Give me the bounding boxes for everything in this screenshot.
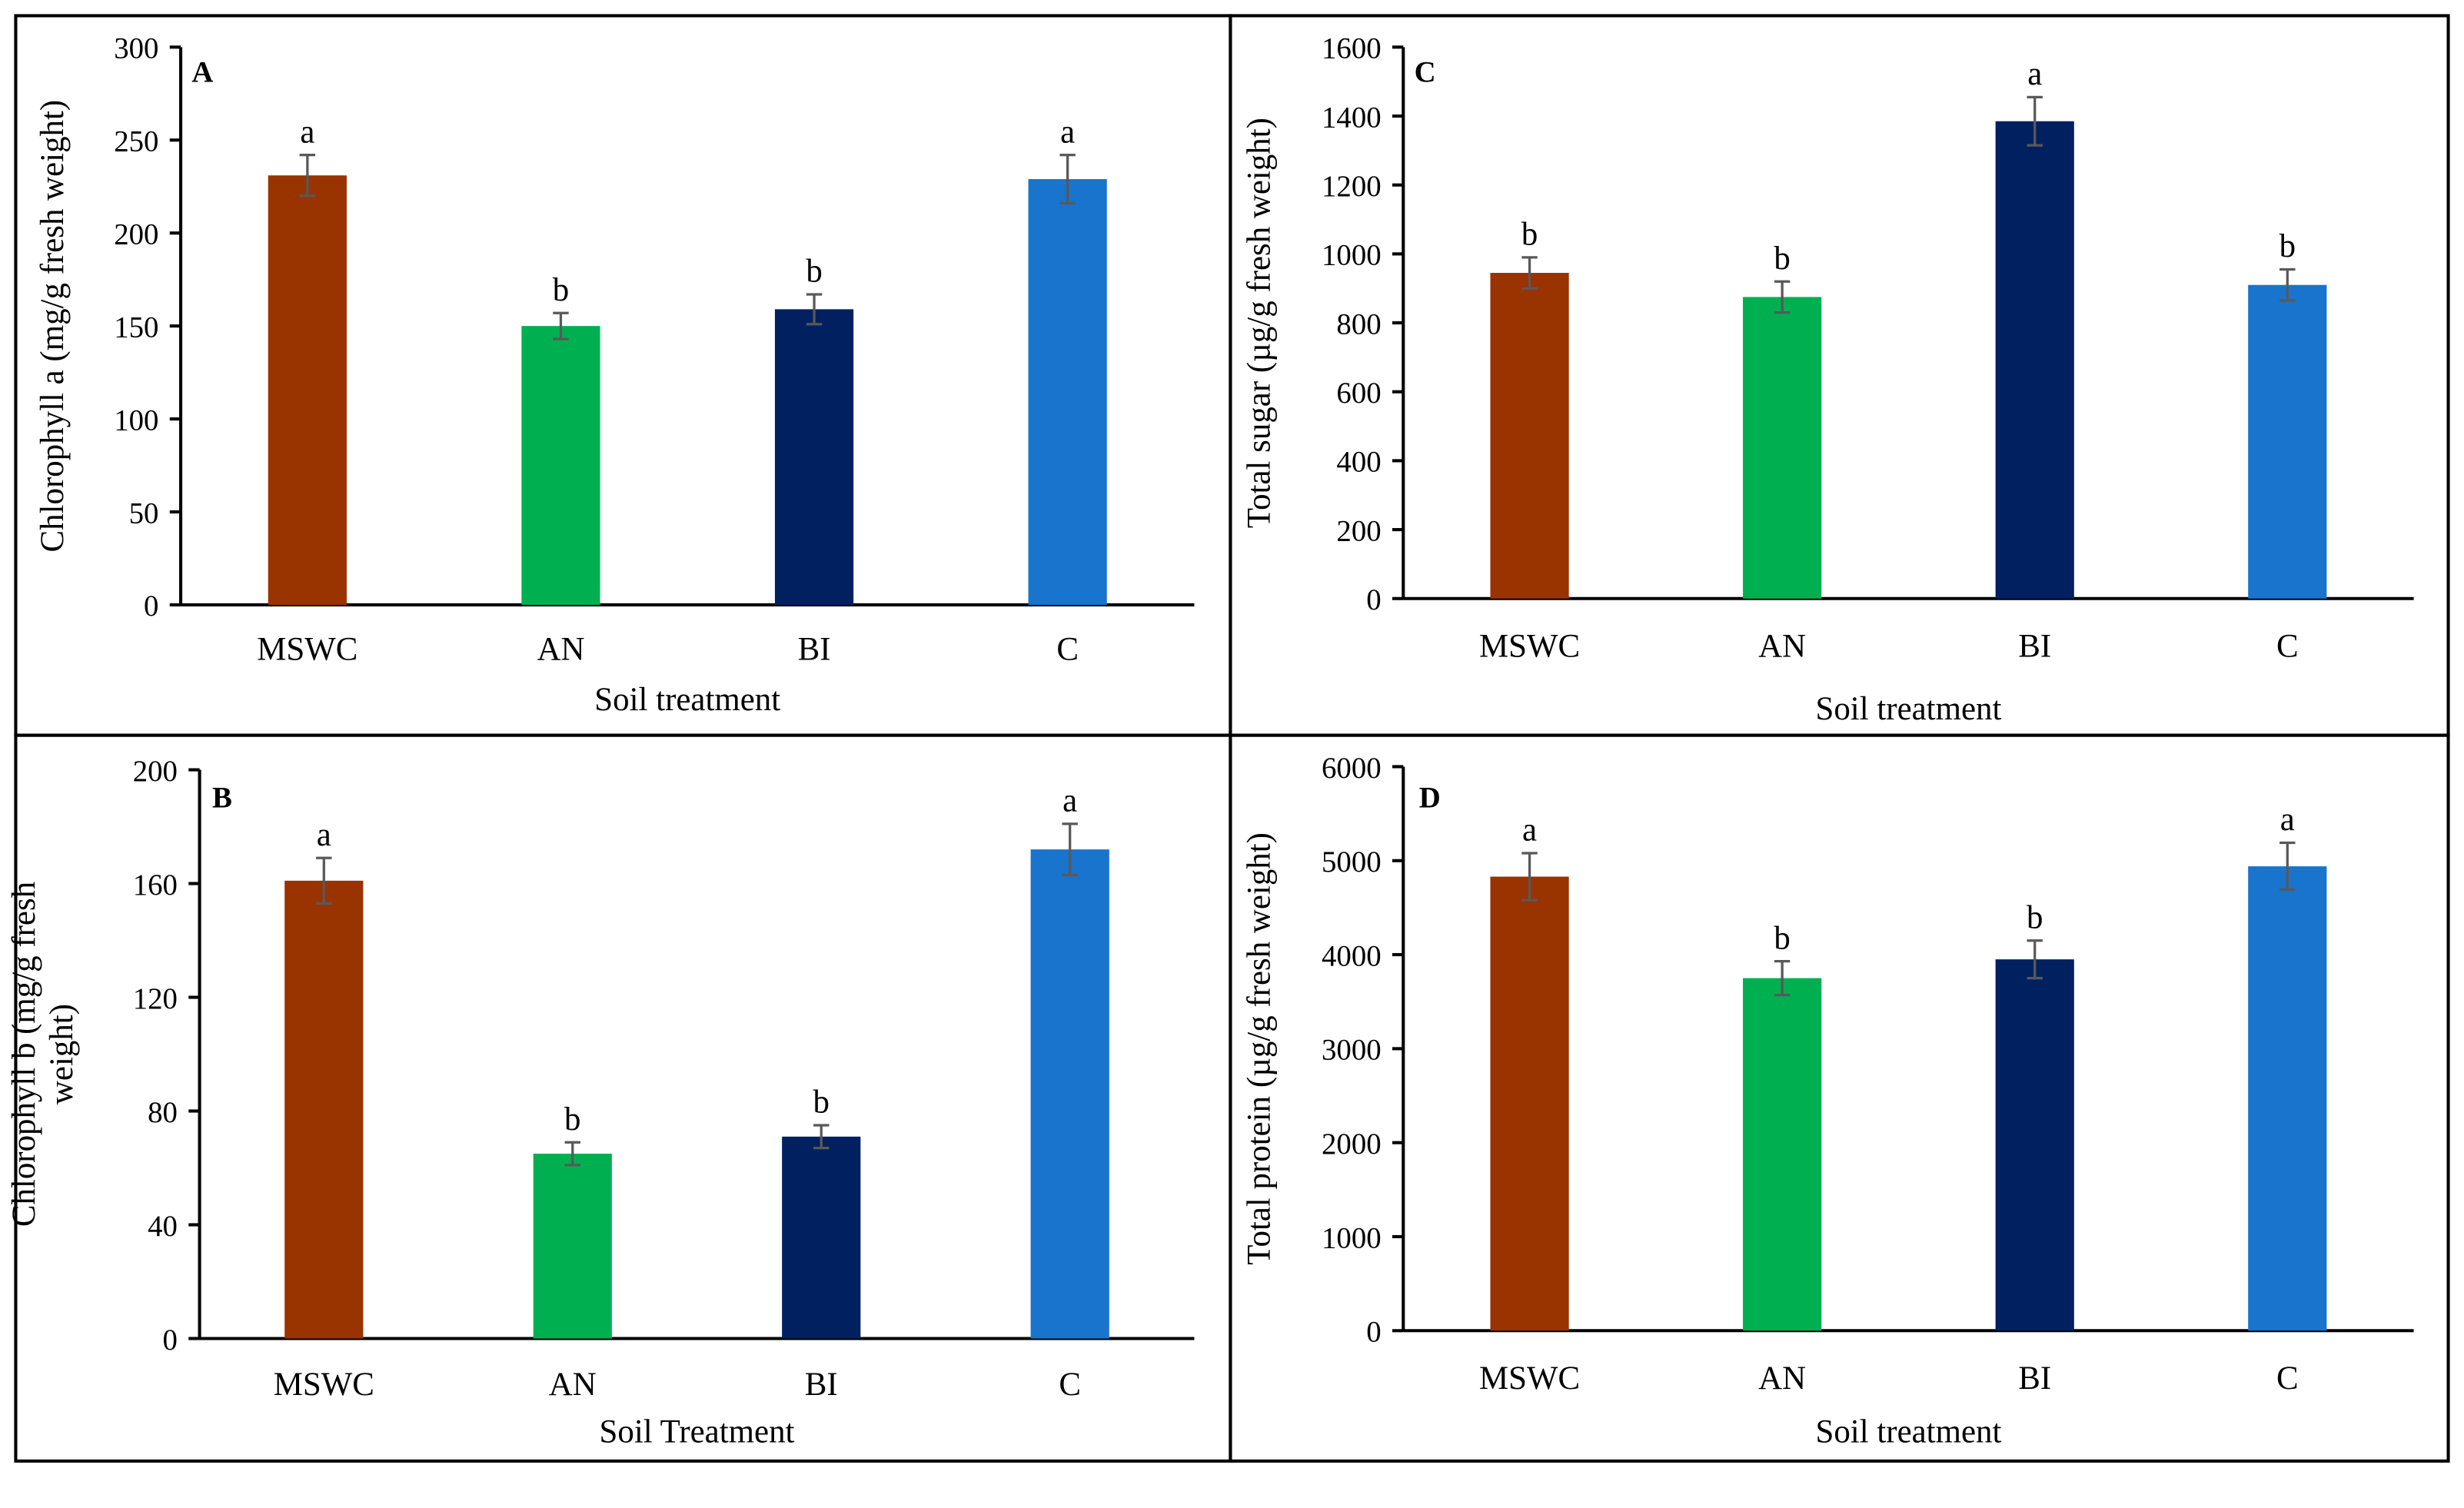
y-axis-label: Total protein (µg/g fresh weight)	[1242, 832, 1278, 1265]
category-label: AN	[549, 1367, 597, 1403]
charts: 0 50 100 150 200 250 300 Aa MSWC b AN b BI a C Soil tre…	[6, 32, 2414, 1450]
significance-letter: a	[2280, 802, 2295, 838]
y-tick-label: 150	[114, 311, 158, 344]
bar-c	[2248, 866, 2327, 1331]
panel-label: B	[212, 782, 232, 815]
panel-frames	[14, 14, 2450, 1463]
y-tick-label: 250	[114, 125, 158, 158]
category-label: BI	[805, 1367, 838, 1403]
bar-mswc	[284, 880, 364, 1339]
y-tick-label: 6000	[1322, 752, 1382, 785]
category-label: C	[2276, 1360, 2299, 1397]
x-axis-label: Soil treatment	[594, 682, 780, 718]
bar-c	[2248, 284, 2327, 599]
significance-letter: a	[2027, 56, 2042, 92]
significance-letter: a	[1522, 812, 1537, 849]
bar-mswc	[1490, 273, 1569, 599]
chart-panel-a: 0 50 100 150 200 250 300 Aa MSWC b AN b BI a C Soil tre…	[35, 32, 1195, 718]
significance-letter: a	[1062, 783, 1077, 819]
category-label: C	[1059, 1367, 1081, 1403]
y-tick-label: 50	[129, 497, 159, 530]
category-label: BI	[798, 631, 831, 667]
bar-mswc	[268, 175, 347, 605]
bar-bi	[1995, 121, 2074, 599]
significance-letter: b	[1774, 920, 1790, 956]
y-tick-label: 400	[1336, 446, 1381, 479]
x-axis-label: Soil treatment	[1815, 691, 2001, 727]
chart-panel-c: 0 200 400 600 800 1000 1200 1400 1600 Cb MSWC b AN a B…	[1242, 32, 2414, 727]
significance-letter: a	[1060, 114, 1075, 150]
x-axis-label: Soil Treatment	[600, 1413, 795, 1450]
bar-c	[1028, 179, 1107, 605]
y-tick-label: 200	[1336, 514, 1381, 547]
bar-mswc	[1490, 876, 1569, 1331]
y-tick-label: 600	[1336, 377, 1381, 410]
category-label: MSWC	[274, 1367, 374, 1403]
significance-letter: b	[1774, 241, 1790, 277]
category-label: C	[2276, 628, 2299, 664]
panel-label: D	[1419, 782, 1441, 815]
y-tick-label: 1600	[1322, 32, 1382, 65]
y-tick-label: 160	[133, 869, 178, 902]
significance-letter: a	[300, 114, 314, 150]
y-tick-label: 0	[144, 590, 158, 623]
bar-bi	[782, 1136, 861, 1339]
significance-letter: b	[806, 254, 822, 290]
category-label: AN	[1758, 1360, 1806, 1397]
y-axis-label: weight)	[44, 1004, 80, 1104]
y-tick-label: 80	[148, 1096, 178, 1129]
category-label: C	[1056, 631, 1079, 667]
y-tick-label: 0	[163, 1324, 178, 1357]
category-label: MSWC	[257, 631, 357, 667]
y-tick-label: 1200	[1322, 170, 1382, 203]
panel-frame-d	[1229, 733, 2450, 1463]
bar-an	[533, 1154, 612, 1339]
significance-letter: b	[2279, 228, 2296, 264]
x-axis-label: Soil treatment	[1815, 1413, 2001, 1450]
category-label: AN	[1758, 628, 1806, 664]
panel-label: A	[191, 55, 213, 88]
y-tick-label: 40	[148, 1210, 178, 1243]
y-tick-label: 2000	[1322, 1128, 1382, 1161]
y-tick-label: 200	[133, 755, 178, 788]
category-label: AN	[537, 631, 584, 667]
significance-letter: b	[1521, 216, 1538, 252]
y-tick-label: 120	[133, 982, 178, 1015]
bar-an	[1743, 297, 1822, 599]
y-tick-label: 800	[1336, 307, 1381, 340]
y-axis-label: Total sugar (µg/g fresh weight)	[1242, 118, 1278, 528]
chart-panel-d: 0 1000 2000 3000 4000 5000 6000 Da MSWC b AN b BI a C S…	[1242, 752, 2414, 1450]
y-tick-label: 1400	[1322, 101, 1382, 134]
y-tick-label: 0	[1366, 1316, 1381, 1349]
bar-bi	[1995, 959, 2074, 1331]
category-label: BI	[2018, 628, 2051, 664]
significance-letter: b	[2027, 899, 2043, 935]
significance-letter: b	[553, 272, 569, 308]
panel-label: C	[1415, 55, 1436, 88]
y-tick-label: 100	[114, 404, 158, 437]
y-tick-label: 1000	[1322, 1221, 1382, 1254]
y-tick-label: 5000	[1322, 845, 1382, 879]
bar-c	[1030, 849, 1109, 1339]
bar-an	[521, 326, 600, 605]
bar-an	[1743, 978, 1822, 1331]
category-label: BI	[2018, 1360, 2051, 1397]
y-tick-label: 4000	[1322, 939, 1382, 972]
y-tick-label: 0	[1366, 583, 1381, 616]
y-tick-label: 200	[114, 218, 158, 251]
bar-bi	[774, 309, 854, 605]
significance-letter: b	[564, 1101, 580, 1138]
chart-panel-b: 0 40 80 120 160 200 Ba MSWC b AN b BI a C Soil Treatme…	[6, 755, 1195, 1450]
y-axis-label: Chlorophyll b (mg/g fresh	[6, 882, 42, 1227]
significance-letter: b	[813, 1084, 830, 1121]
category-label: MSWC	[1479, 1360, 1580, 1397]
y-tick-label: 300	[114, 32, 158, 65]
y-tick-label: 1000	[1322, 239, 1382, 272]
category-label: MSWC	[1479, 628, 1580, 664]
y-tick-label: 3000	[1322, 1034, 1382, 1067]
significance-letter: a	[317, 817, 331, 853]
y-axis-label: Chlorophyll a (mg/g fresh weight)	[35, 100, 71, 553]
